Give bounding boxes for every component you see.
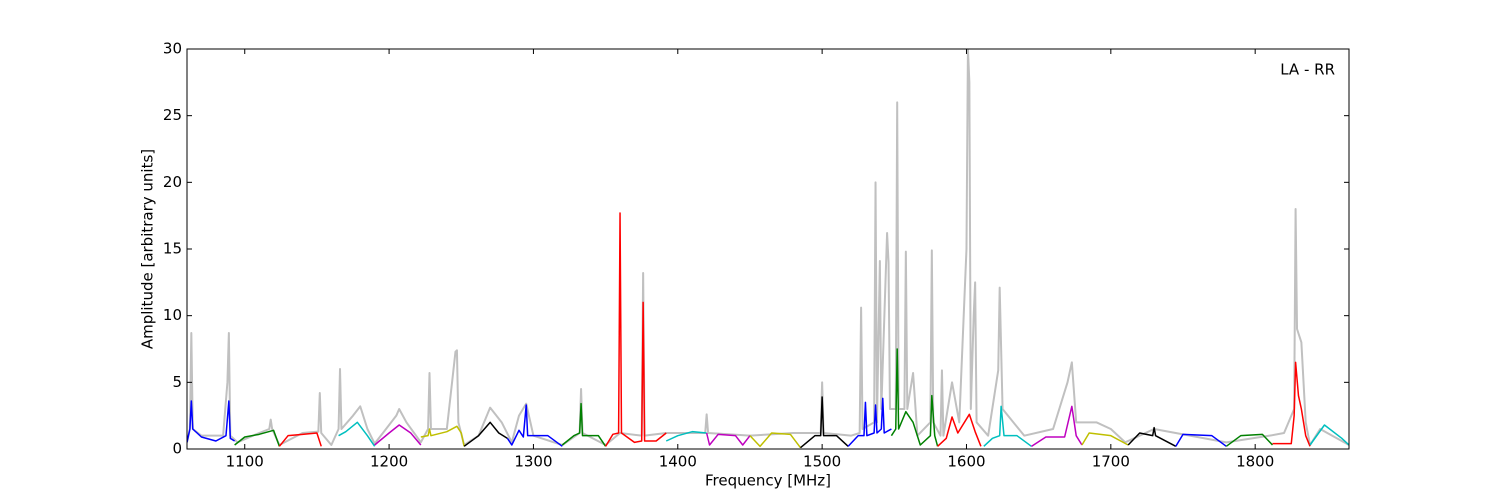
plot-frame <box>186 48 1350 450</box>
spectrum-line <box>800 396 849 449</box>
x-tick-label: 1600 <box>947 453 985 471</box>
x-tick-label: 1300 <box>514 453 552 471</box>
y-tick-label: 5 <box>172 373 182 391</box>
spectrum-line <box>890 348 939 447</box>
spectrum-line <box>604 212 667 447</box>
y-tick-label: 0 <box>172 440 182 458</box>
spectrum-line <box>983 405 1032 447</box>
x-axis-label: Frequency [MHz] <box>705 472 831 490</box>
spectrum-line <box>338 421 376 447</box>
spectrum-line <box>1127 426 1177 447</box>
x-tick-label: 1800 <box>1236 453 1274 471</box>
spectrum-line <box>187 400 236 443</box>
x-tick-label: 1200 <box>370 453 408 471</box>
spectrum-line <box>278 432 322 447</box>
spectrum-line <box>847 397 892 447</box>
spectrum-line <box>420 425 465 447</box>
spectrum-line <box>561 402 607 447</box>
spectrum-line <box>1175 433 1227 447</box>
spectrum-line <box>749 432 802 449</box>
y-tick-label: 30 <box>163 40 182 58</box>
y-tick-label: 15 <box>163 240 182 258</box>
spectrum-line <box>1081 432 1129 446</box>
spectrum-line <box>374 424 422 446</box>
y-axis-label: Amplitude [arbitrary units] <box>139 149 157 349</box>
y-tick-label: 10 <box>163 306 182 324</box>
y-tick-label: 25 <box>163 106 182 124</box>
spectrum-line <box>1272 361 1311 447</box>
x-tick-label: 1500 <box>803 453 841 471</box>
x-tick-label: 1100 <box>226 453 264 471</box>
spectrum-line <box>665 430 707 442</box>
spectrum-line <box>1225 433 1274 447</box>
spectrum-line <box>1031 405 1083 447</box>
x-tick-label: 1400 <box>659 453 697 471</box>
spectrum-line <box>937 413 982 447</box>
annotation: LA - RR <box>1280 61 1335 79</box>
y-tick-label: 20 <box>163 173 182 191</box>
spectrum-line <box>506 404 563 447</box>
spectrum-line <box>1309 424 1349 446</box>
spectrum-line <box>705 432 751 446</box>
x-tick-label: 1700 <box>1092 453 1130 471</box>
spectrum-line <box>234 429 281 447</box>
spectrum-line <box>463 421 508 447</box>
spectrum-line <box>187 49 1349 446</box>
